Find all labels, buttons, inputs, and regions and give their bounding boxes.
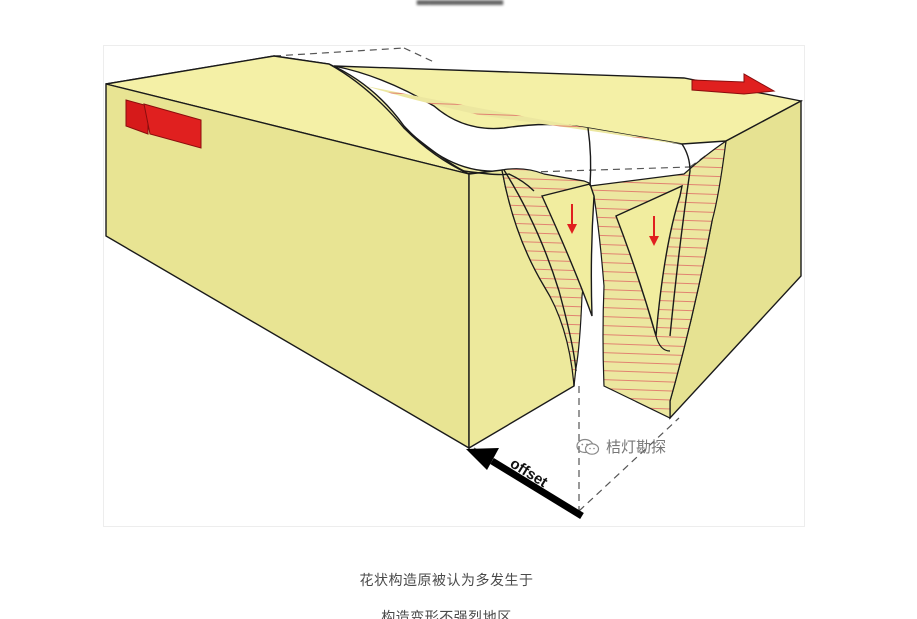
fault-line-3 xyxy=(669,143,691,337)
block-diagram-svg: offset xyxy=(105,47,804,519)
down-arrow-1 xyxy=(567,204,577,234)
downthrown-wedge-2 xyxy=(615,184,683,337)
caption-line-1: 花状构造原被认为多发生于 xyxy=(359,573,534,589)
left-motion-arrow xyxy=(125,99,202,149)
fault-line-1 xyxy=(503,169,577,372)
down-arrow-2 xyxy=(649,216,659,246)
fault-line-4 xyxy=(587,127,592,187)
offset-arrow xyxy=(466,448,584,519)
watermark-text: 桔灯勘探 xyxy=(606,438,667,456)
wechat-icon xyxy=(576,438,600,455)
fault-line-2 xyxy=(403,127,535,192)
cropped-top-text: ▂▂▂▂▂▂▂ xyxy=(360,0,560,6)
left-block-top-face xyxy=(105,55,470,175)
right-motion-arrow xyxy=(691,73,776,95)
downthrown-wedge-1 xyxy=(541,183,595,317)
caption-line-2: 构造变形不强烈地区 xyxy=(381,610,512,619)
flower-structure-diagram[interactable]: offset xyxy=(103,45,805,527)
source-watermark: 桔灯勘探 xyxy=(576,436,666,457)
